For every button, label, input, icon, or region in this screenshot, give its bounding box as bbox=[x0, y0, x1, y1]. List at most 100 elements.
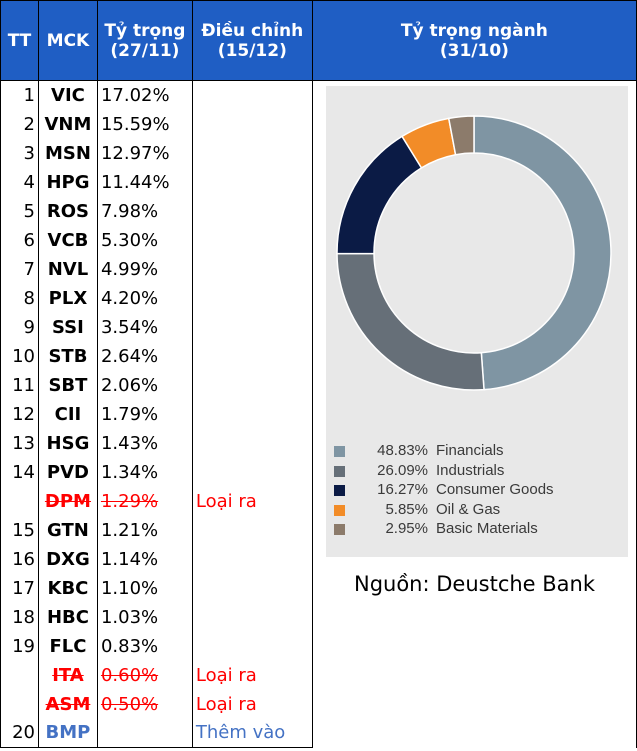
donut-slice-consumer-goods bbox=[336, 135, 423, 255]
row-adjustment bbox=[191, 109, 313, 139]
row-adjustment bbox=[191, 544, 313, 574]
row-tt: 5 bbox=[0, 196, 39, 226]
header-adjust: Điều chỉnh (15/12) bbox=[191, 0, 313, 81]
row-tt: 18 bbox=[0, 602, 39, 632]
row-adjustment bbox=[191, 80, 313, 110]
donut-slice-basic-materials bbox=[447, 115, 475, 156]
row-adjustment bbox=[191, 312, 313, 342]
header-weight: Tỷ trọng (27/11) bbox=[96, 0, 193, 81]
row-tt: 7 bbox=[0, 254, 39, 284]
header-tt: TT bbox=[0, 0, 39, 81]
legend-swatch bbox=[334, 465, 345, 477]
row-tt: 3 bbox=[0, 138, 39, 168]
legend-entry: 48.83% Financials bbox=[326, 442, 628, 462]
row-weight: 2.06% bbox=[96, 370, 193, 400]
table-row: 11 SBT 2.06% bbox=[0, 370, 637, 400]
row-adjustment: Thêm vào bbox=[191, 718, 313, 748]
table-row: 20 BMP Thêm vào bbox=[0, 718, 637, 748]
row-weight: 0.60% bbox=[96, 660, 193, 690]
legend-swatch bbox=[334, 446, 345, 457]
legend-label: Consumer Goods bbox=[436, 481, 554, 498]
row-weight: 1.79% bbox=[96, 399, 193, 429]
legend-entry: 16.27% Consumer Goods bbox=[326, 481, 628, 501]
legend-swatch bbox=[334, 485, 345, 496]
row-tt: 13 bbox=[0, 428, 39, 458]
legend-percent: 16.27% bbox=[377, 481, 428, 498]
legend-percent: 48.83% bbox=[377, 442, 428, 459]
legend-entry: 26.09% Industrials bbox=[326, 462, 628, 482]
row-tt bbox=[0, 660, 39, 690]
row-tt: 14 bbox=[0, 457, 39, 487]
row-adjustment bbox=[191, 341, 313, 371]
header-row: TT MCK Tỷ trọng (27/11) Điều chỉnh (15/12)… bbox=[0, 0, 637, 81]
row-weight: 1.10% bbox=[96, 573, 193, 603]
row-ticker: ASM bbox=[37, 689, 98, 719]
table-row: 19 FLC 0.83% bbox=[0, 631, 637, 661]
header-weight-line2: (27/11) bbox=[110, 40, 180, 61]
chart-legend: 48.83% Financials 26.09% Industrials 16.27% C… bbox=[326, 442, 628, 540]
row-weight: 17.02% bbox=[96, 80, 193, 110]
legend-label: Oil & Gas bbox=[436, 500, 501, 518]
header-sector-line1: Tỷ trọng ngành bbox=[400, 20, 548, 41]
table-row: 4 HPG 11.44% bbox=[0, 167, 637, 197]
table-row: 13 HSG 1.43% bbox=[0, 428, 637, 458]
row-weight: 1.34% bbox=[96, 457, 193, 487]
header-sector-line2: (31/10) bbox=[439, 40, 509, 61]
header-sector: Tỷ trọng ngành (31/10) bbox=[311, 0, 637, 81]
row-ticker: MSN bbox=[37, 138, 98, 168]
legend-percent: 26.09% bbox=[377, 461, 428, 479]
row-ticker: KBC bbox=[37, 573, 98, 603]
row-adjustment bbox=[191, 399, 313, 429]
row-weight: 11.44% bbox=[96, 167, 193, 197]
row-ticker: SSI bbox=[37, 312, 98, 342]
table-row: DPM 1.29% Loại ra bbox=[0, 486, 637, 516]
row-tt: 15 bbox=[0, 515, 39, 545]
row-ticker: HBC bbox=[37, 602, 98, 632]
table-row: 3 MSN 12.97% bbox=[0, 138, 637, 168]
row-ticker: DXG bbox=[37, 544, 98, 574]
row-adjustment bbox=[191, 457, 313, 487]
legend-percent: 5.85% bbox=[385, 500, 428, 518]
row-ticker: DPM bbox=[37, 486, 98, 516]
row-weight: 1.21% bbox=[96, 515, 193, 545]
row-adjustment bbox=[191, 428, 313, 458]
row-tt: 20 bbox=[0, 718, 39, 748]
header-adjust-line2: (15/12) bbox=[217, 40, 287, 61]
table-row: 8 PLX 4.20% bbox=[0, 283, 637, 313]
row-ticker: PLX bbox=[37, 283, 98, 313]
row-weight: 0.83% bbox=[96, 631, 193, 661]
row-ticker: ITA bbox=[37, 660, 98, 690]
sector-chart-panel: 48.83% Financials 26.09% Industrials 16.27% C… bbox=[326, 86, 628, 557]
row-weight: 3.54% bbox=[96, 312, 193, 342]
row-adjustment bbox=[191, 602, 313, 632]
row-ticker: FLC bbox=[37, 631, 98, 661]
row-weight: 1.43% bbox=[96, 428, 193, 458]
row-adjustment bbox=[191, 254, 313, 284]
legend-label: Industrials bbox=[436, 461, 505, 479]
row-weight: 12.97% bbox=[96, 138, 193, 168]
row-ticker: BMP bbox=[37, 718, 98, 748]
row-adjustment bbox=[191, 196, 313, 226]
row-adjustment bbox=[191, 167, 313, 197]
table-row: 14 PVD 1.34% bbox=[0, 457, 637, 487]
row-adjustment: Loại ra bbox=[191, 486, 313, 516]
table-row: 18 HBC 1.03% bbox=[0, 602, 637, 632]
table-row: 12 CII 1.79% bbox=[0, 399, 637, 429]
row-tt: 4 bbox=[0, 167, 39, 197]
table-row: 15 GTN 1.21% bbox=[0, 515, 637, 545]
row-weight: 15.59% bbox=[96, 109, 193, 139]
row-tt: 8 bbox=[0, 283, 39, 313]
legend-percent: 2.95% bbox=[385, 520, 428, 537]
row-weight: 1.03% bbox=[96, 602, 193, 632]
donut-slice-financials bbox=[473, 115, 612, 391]
legend-entry: 5.85% Oil & Gas bbox=[326, 501, 628, 521]
table-row: 6 VCB 5.30% bbox=[0, 225, 637, 255]
row-adjustment bbox=[191, 631, 313, 661]
row-tt: 6 bbox=[0, 225, 39, 255]
table-row: 2 VNM 15.59% bbox=[0, 109, 637, 139]
row-tt bbox=[0, 689, 39, 719]
row-tt: 16 bbox=[0, 544, 39, 574]
row-weight: 4.99% bbox=[96, 254, 193, 284]
header-mck: MCK bbox=[37, 0, 98, 81]
